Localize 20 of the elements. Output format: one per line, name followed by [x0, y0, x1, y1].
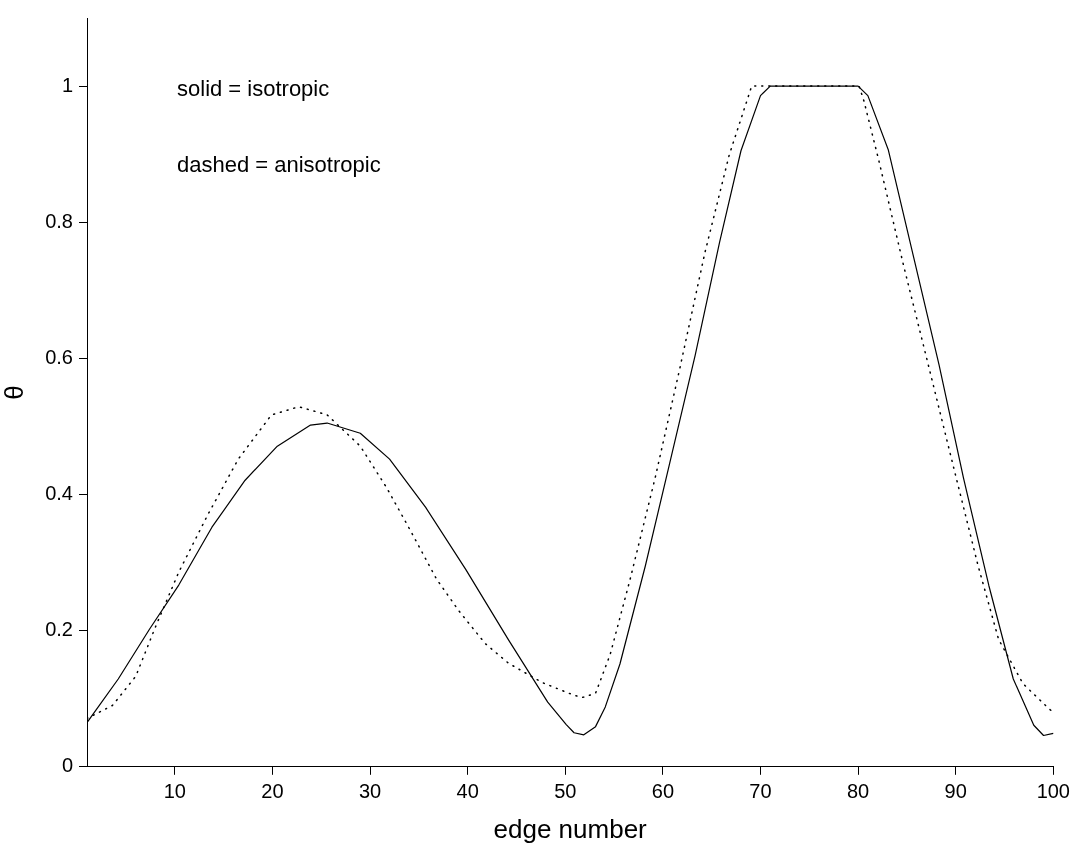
y-tick-label: 0.8 — [45, 209, 73, 232]
x-tick-label: 80 — [846, 780, 870, 803]
x-axis-title: edge number — [493, 813, 648, 844]
x-tick-label: 60 — [651, 780, 675, 803]
x-tick-label: 10 — [163, 780, 186, 803]
y-tick-label: 1 — [61, 73, 73, 96]
annotation: dashed = anisotropic — [177, 152, 381, 178]
y-tick-label: 0.6 — [45, 345, 73, 368]
y-tick-label: 0 — [61, 754, 73, 777]
x-tick-label: 20 — [261, 780, 284, 803]
y-axis-title: θ — [0, 385, 29, 400]
x-tick-label: 40 — [456, 780, 479, 803]
annotation: solid = isotropic — [177, 76, 330, 102]
x-tick-label: 100 — [1036, 780, 1070, 803]
y-tick-label: 0.2 — [45, 618, 73, 641]
x-tick-label: 50 — [554, 780, 577, 803]
y-tick-label: 0.4 — [45, 482, 73, 505]
x-tick-label: 30 — [358, 780, 382, 803]
x-tick-label: 90 — [944, 780, 967, 803]
x-tick-label: 70 — [749, 780, 772, 803]
